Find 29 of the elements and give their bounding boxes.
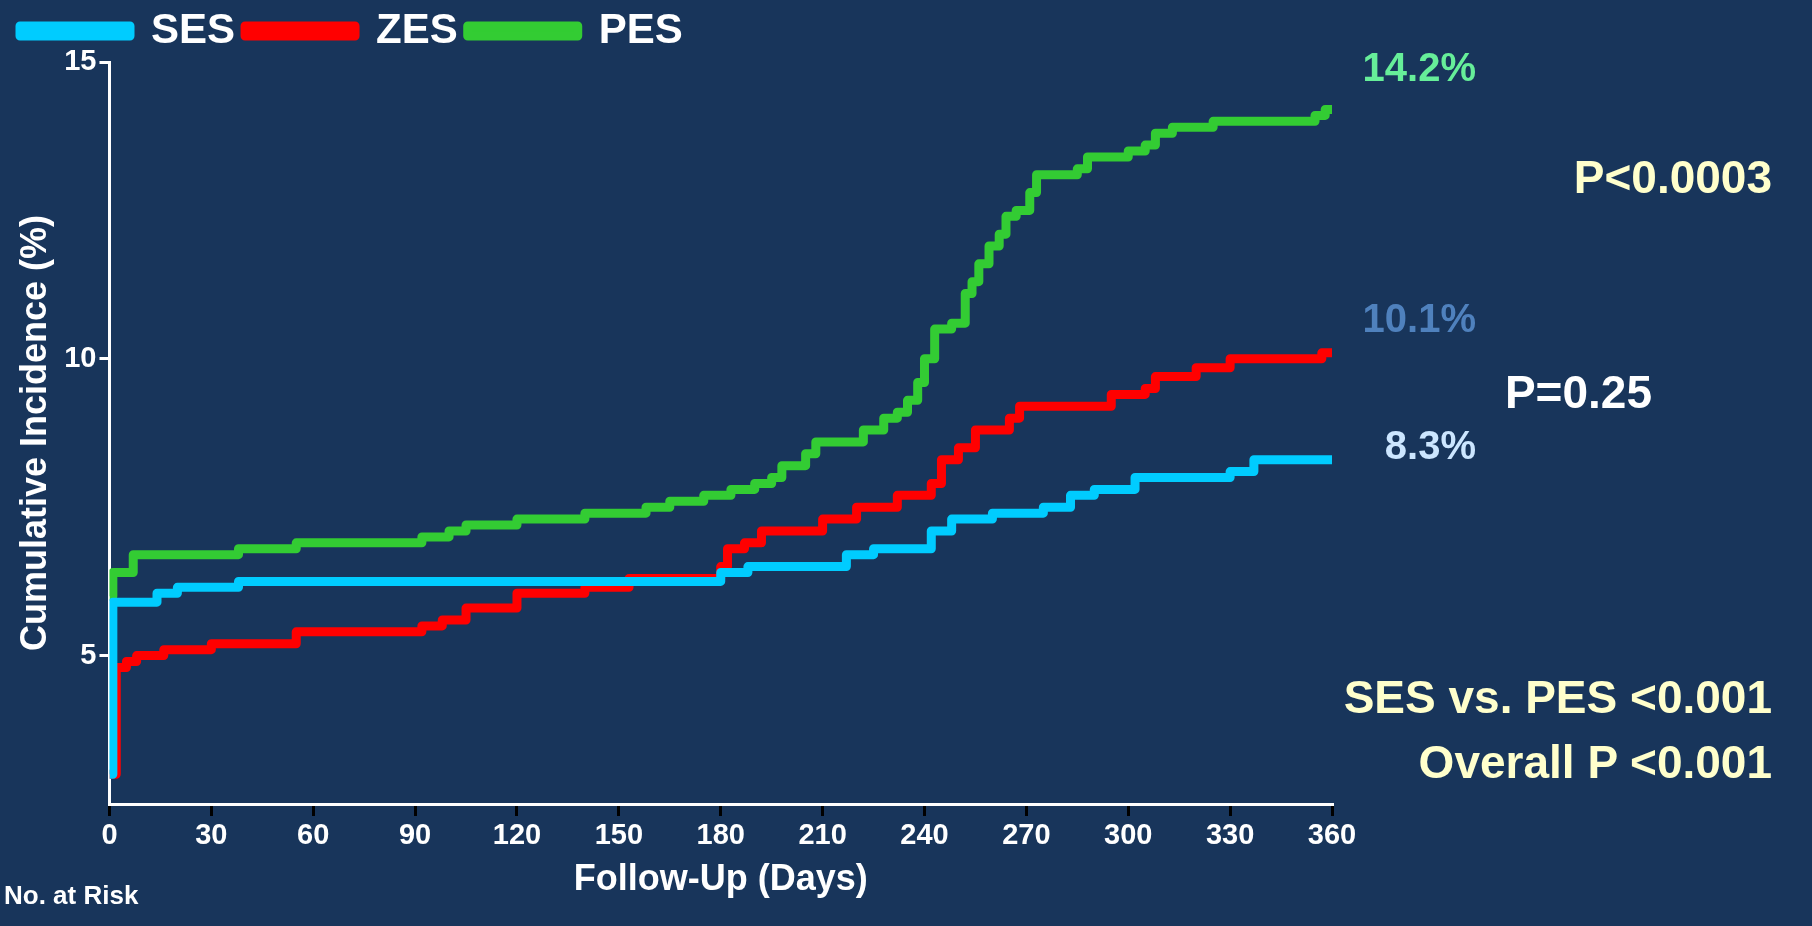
- x-tick-label: 150: [594, 818, 644, 851]
- text: P=0.25: [1504, 365, 1652, 419]
- x-tick-label: 90: [398, 818, 432, 851]
- x-tick-label: 60: [297, 818, 330, 851]
- text: No. at Risk: [4, 880, 139, 911]
- x-tick-label: 210: [798, 818, 847, 851]
- text: 14.2%: [1362, 45, 1476, 90]
- x-tick-label: 360: [1307, 818, 1357, 851]
- y-tick-label: 15: [64, 44, 97, 76]
- legend-label: SES: [151, 4, 236, 52]
- y-tick-label: 10: [64, 340, 97, 373]
- x-tick-label: 180: [696, 818, 745, 851]
- text: 10.1%: [1362, 296, 1476, 341]
- x-axis-title: Follow-Up (Days): [573, 857, 868, 899]
- text: Overall P <0.001: [1418, 735, 1772, 789]
- x-tick-label: 300: [1104, 818, 1153, 851]
- x-tick-label: 0: [101, 818, 118, 851]
- legend-label: PES: [598, 4, 683, 52]
- text: 8.3%: [1384, 423, 1476, 468]
- text: P<0.0003: [1573, 150, 1772, 204]
- x-tick-label: 120: [492, 818, 542, 851]
- text: SES vs. PES <0.001: [1343, 670, 1772, 724]
- x-tick-label: 270: [1002, 818, 1051, 851]
- x-tick-label: 30: [195, 818, 228, 851]
- y-tick-label: 5: [80, 637, 97, 670]
- x-tick-label: 330: [1205, 818, 1255, 851]
- x-tick-label: 240: [900, 818, 949, 851]
- legend-label: ZES: [376, 4, 458, 52]
- y-axis-title: Cumulative Incidence (%): [12, 214, 54, 652]
